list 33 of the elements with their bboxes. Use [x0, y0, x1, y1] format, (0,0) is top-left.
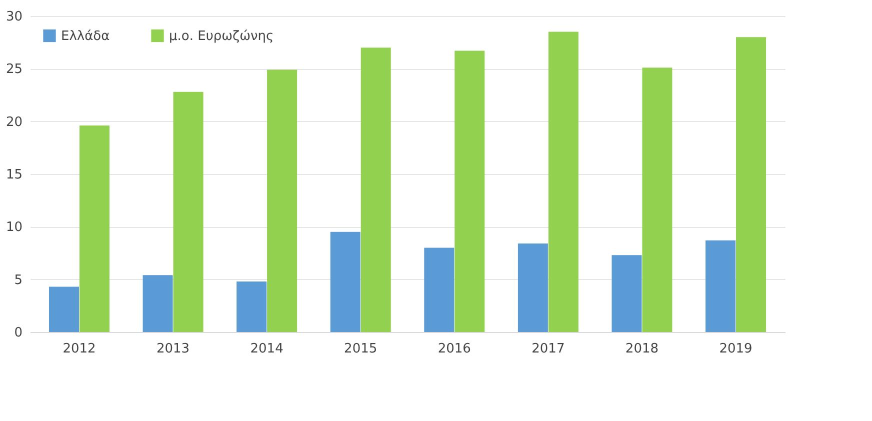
bar: [612, 255, 642, 332]
x-tick-label: 2016: [438, 342, 471, 356]
bar: [454, 50, 485, 332]
y-tick-label: 15: [6, 168, 22, 182]
bar: [173, 92, 204, 332]
bar: [142, 275, 173, 332]
bar: [79, 126, 110, 332]
bar: [424, 248, 454, 332]
x-tick-label: 2015: [344, 342, 378, 356]
y-tick-label: 30: [6, 10, 22, 24]
bar: [706, 240, 736, 332]
legend-label: μ.ο. Ευρωζώνης: [169, 28, 274, 44]
bar: [360, 48, 391, 332]
x-tick-label: 2018: [625, 342, 659, 356]
bar: [330, 232, 360, 332]
x-tick-label: 2014: [250, 342, 284, 356]
bar: [267, 70, 298, 332]
y-tick-label: 10: [6, 220, 22, 236]
x-tick-label: 2017: [532, 342, 565, 356]
bar: [518, 244, 548, 332]
x-tick-label: 2013: [156, 342, 190, 356]
y-tick-label: 20: [6, 114, 22, 130]
y-tick-label: 5: [14, 272, 22, 288]
y-tick-label: 25: [6, 62, 22, 78]
legend-label: Ελλάδα: [61, 28, 110, 44]
bar: [642, 68, 672, 332]
x-tick-label: 2012: [62, 342, 96, 356]
bar: [49, 286, 79, 332]
bar: [236, 281, 267, 332]
x-tick-label: 2019: [719, 342, 752, 356]
bar: [736, 37, 766, 332]
bar: [548, 32, 578, 332]
y-tick-label: 0: [14, 326, 22, 340]
